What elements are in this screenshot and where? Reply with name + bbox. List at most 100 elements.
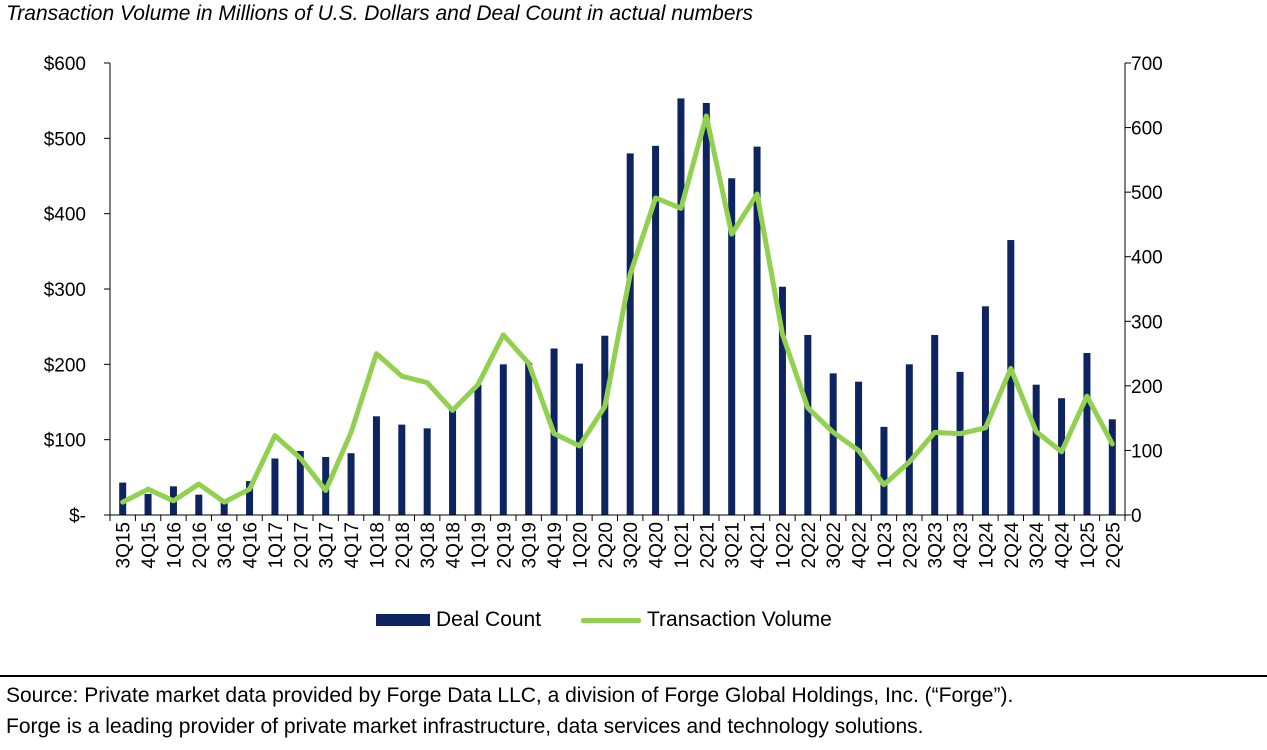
deal-count-bar-2Q19: [499, 364, 507, 515]
right-tick-label: 100: [1131, 441, 1163, 462]
right-tick-label: 600: [1131, 119, 1163, 140]
x-tick-label-2Q16: 2Q16: [190, 522, 211, 568]
deal-count-bars: [119, 98, 1116, 516]
deal-count-bar-3Q21: [728, 178, 736, 515]
x-tick-label-1Q24: 1Q24: [976, 522, 997, 569]
x-tick-label-1Q18: 1Q18: [367, 522, 388, 568]
legend-deal-count: Deal Count: [376, 608, 541, 632]
x-tick-label-2Q23: 2Q23: [900, 522, 921, 568]
x-tick-label-4Q18: 4Q18: [444, 522, 465, 568]
deal-count-bar-2Q18: [398, 424, 406, 515]
left-tick-label: $500: [44, 129, 86, 150]
source-line-2: Forge is a leading provider of private m…: [6, 715, 924, 738]
x-tick-label-1Q16: 1Q16: [164, 522, 185, 568]
x-tick-label-4Q20: 4Q20: [647, 522, 668, 568]
deal-count-bar-2Q16: [195, 494, 203, 515]
x-tick-label-2Q17: 2Q17: [291, 522, 312, 568]
legend-transaction-volume-label: Transaction Volume: [647, 608, 832, 631]
x-tick-label-1Q23: 1Q23: [875, 522, 896, 568]
deal-count-bar-4Q15: [144, 493, 152, 515]
deal-count-swatch: [376, 614, 430, 626]
x-tick-label-3Q22: 3Q22: [824, 522, 845, 568]
left-tick-label: $400: [44, 205, 86, 226]
deal-count-bar-3Q19: [525, 362, 533, 515]
right-tick-label: 0: [1131, 506, 1142, 527]
transaction-volume-swatch: [581, 617, 641, 623]
source-divider: [0, 675, 1267, 677]
x-tick-label-3Q18: 3Q18: [418, 522, 439, 568]
x-tick-label-3Q15: 3Q15: [114, 522, 135, 568]
deal-count-bar-4Q21: [753, 146, 761, 515]
x-tick-label-3Q23: 3Q23: [926, 522, 947, 568]
legend-transaction-volume: Transaction Volume: [581, 608, 832, 632]
x-tick-label-4Q17: 4Q17: [342, 522, 363, 568]
left-tick-label: $100: [44, 431, 86, 452]
deal-count-bar-1Q19: [474, 384, 482, 515]
x-tick-label-4Q22: 4Q22: [850, 522, 871, 568]
x-tick-label-4Q24: 4Q24: [1053, 522, 1074, 569]
source-note: Source: Private market data provided by …: [6, 680, 1013, 742]
combo-chart: $- $100 $200 $300 $400 $500 $600 0 100 200 300 400 5…: [44, 54, 1163, 568]
x-tick-label-4Q21: 4Q21: [748, 522, 769, 568]
deal-count-bar-2Q24: [1007, 240, 1015, 515]
deal-count-bar-2Q25: [1108, 419, 1116, 515]
right-tick-label: 500: [1131, 183, 1163, 204]
deal-count-bar-2Q23: [905, 364, 913, 515]
left-tick-label: $200: [44, 355, 86, 376]
left-tick-label: $600: [44, 54, 86, 75]
deal-count-bar-1Q17: [271, 458, 279, 515]
x-tick-label-2Q21: 2Q21: [697, 522, 718, 568]
deal-count-bar-3Q23: [931, 334, 939, 515]
deal-count-bar-3Q22: [829, 373, 837, 515]
x-tick-label-1Q20: 1Q20: [570, 522, 591, 568]
deal-count-bar-1Q21: [677, 98, 685, 515]
left-tick-label: $-: [69, 506, 86, 527]
transaction-volume-line: [120, 113, 1115, 505]
deal-count-bar-4Q23: [956, 371, 964, 515]
legend-deal-count-label: Deal Count: [436, 608, 542, 631]
deal-count-bar-3Q24: [1032, 384, 1040, 515]
deal-count-bar-1Q20: [575, 363, 583, 515]
deal-count-bar-4Q16: [246, 481, 254, 515]
deal-count-bar-2Q17: [296, 450, 304, 515]
right-tick-label: 200: [1131, 377, 1163, 398]
chart-legend: Deal Count Transaction Volume: [0, 608, 1267, 636]
x-tick-label-1Q21: 1Q21: [672, 522, 693, 568]
deal-count-bar-1Q25: [1083, 353, 1091, 515]
deal-count-bar-2Q22: [804, 334, 812, 515]
deal-count-bar-2Q21: [702, 102, 710, 516]
deal-count-bar-3Q16: [220, 499, 228, 515]
x-tick-label-3Q19: 3Q19: [520, 522, 541, 568]
x-tick-label-2Q25: 2Q25: [1103, 522, 1124, 568]
right-tick-label: 300: [1131, 312, 1163, 333]
deal-count-bar-1Q18: [372, 416, 380, 515]
deal-count-bar-1Q22: [778, 286, 786, 515]
x-tick-label-2Q24: 2Q24: [1002, 522, 1023, 569]
right-tick-label: 700: [1131, 54, 1163, 75]
deal-count-bar-4Q20: [652, 145, 660, 515]
deal-count-bar-4Q17: [347, 453, 355, 515]
x-tick-label-1Q17: 1Q17: [266, 522, 287, 568]
x-tick-label-4Q15: 4Q15: [139, 522, 160, 568]
x-tick-label-3Q20: 3Q20: [621, 522, 642, 568]
x-tick-label-4Q19: 4Q19: [545, 522, 566, 568]
chart-axes: $- $100 $200 $300 $400 $500 $600 0 100 200 300 400 5…: [44, 54, 1163, 568]
x-tick-label-2Q18: 2Q18: [393, 522, 414, 568]
source-line-1: Source: Private market data provided by …: [6, 684, 1014, 707]
deal-count-bar-3Q15: [119, 482, 127, 515]
deal-count-bar-1Q24: [981, 306, 989, 515]
x-tick-label-2Q22: 2Q22: [799, 522, 820, 568]
x-tick-label-2Q19: 2Q19: [494, 522, 515, 568]
x-tick-label-4Q16: 4Q16: [241, 522, 262, 568]
deal-count-bar-4Q24: [1058, 398, 1066, 515]
x-tick-label-3Q16: 3Q16: [215, 522, 236, 568]
x-tick-label-2Q20: 2Q20: [596, 522, 617, 568]
deal-count-bar-4Q18: [449, 407, 457, 515]
x-tick-label-3Q21: 3Q21: [723, 522, 744, 568]
x-tick-label-1Q25: 1Q25: [1078, 522, 1099, 568]
chart-title: Transaction Volume in Millions of U.S. D…: [6, 2, 754, 25]
transaction-volume-series: [120, 113, 1115, 505]
x-tick-label-3Q24: 3Q24: [1027, 522, 1048, 569]
x-tick-label-3Q17: 3Q17: [317, 522, 338, 568]
deal-count-bar-3Q18: [423, 428, 431, 515]
